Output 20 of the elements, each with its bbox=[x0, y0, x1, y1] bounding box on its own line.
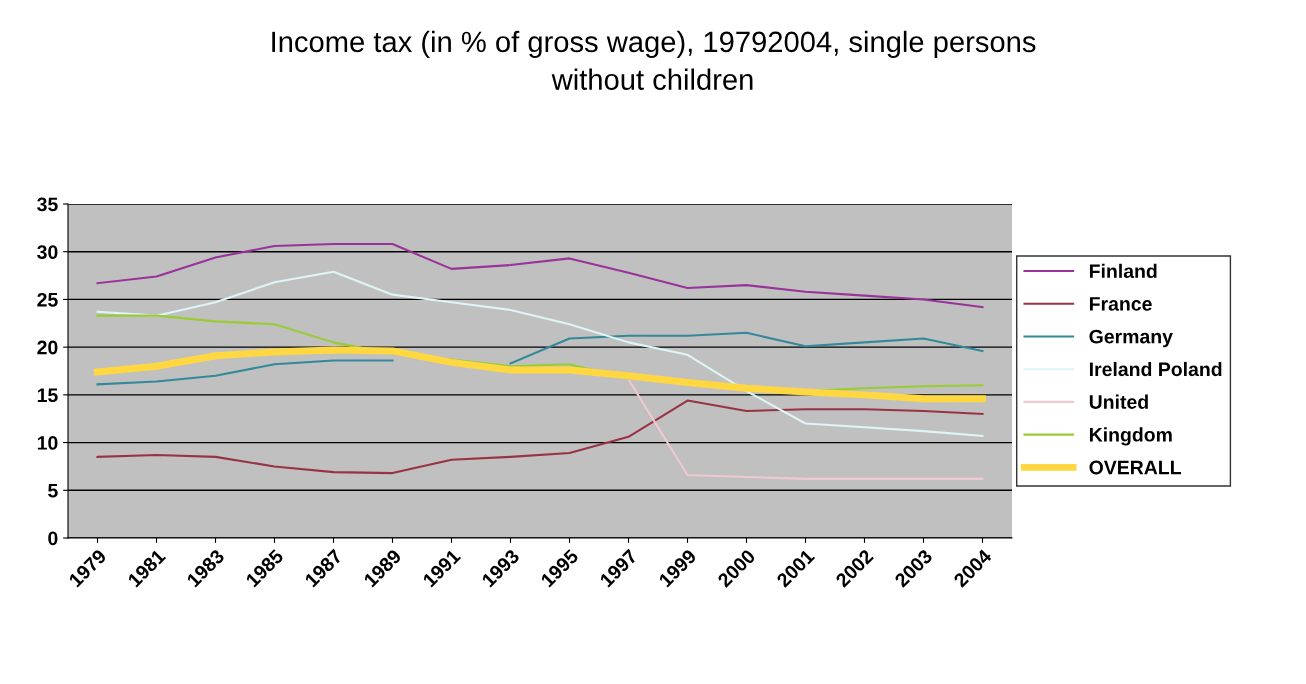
y-tick-label: 15 bbox=[37, 388, 58, 403]
legend-label: Germany bbox=[1089, 329, 1173, 348]
line-series bbox=[96, 399, 984, 475]
legend-label: OVERALL bbox=[1089, 460, 1181, 475]
line-series bbox=[96, 243, 984, 309]
legend-label: France bbox=[1089, 297, 1152, 311]
y-tick-label: 20 bbox=[37, 340, 58, 355]
y-tick-label: 0 bbox=[48, 531, 58, 546]
y-tick-label: 35 bbox=[37, 197, 58, 212]
legend-label: United bbox=[1089, 394, 1148, 409]
legend-label: Ireland Poland bbox=[1089, 361, 1222, 377]
line-series bbox=[96, 270, 984, 437]
legend-label: Finland bbox=[1089, 263, 1157, 279]
y-tick-label: 30 bbox=[37, 245, 58, 259]
legend-label: Kingdom bbox=[1089, 427, 1172, 446]
y-tick-label: 25 bbox=[37, 292, 58, 307]
y-tick-label: 10 bbox=[37, 436, 58, 450]
y-tick-label: 5 bbox=[48, 483, 58, 498]
line-series bbox=[627, 378, 984, 480]
chart-title: Income tax (in % of gross wage), 19792004, single persons without children bbox=[272, 30, 1036, 90]
